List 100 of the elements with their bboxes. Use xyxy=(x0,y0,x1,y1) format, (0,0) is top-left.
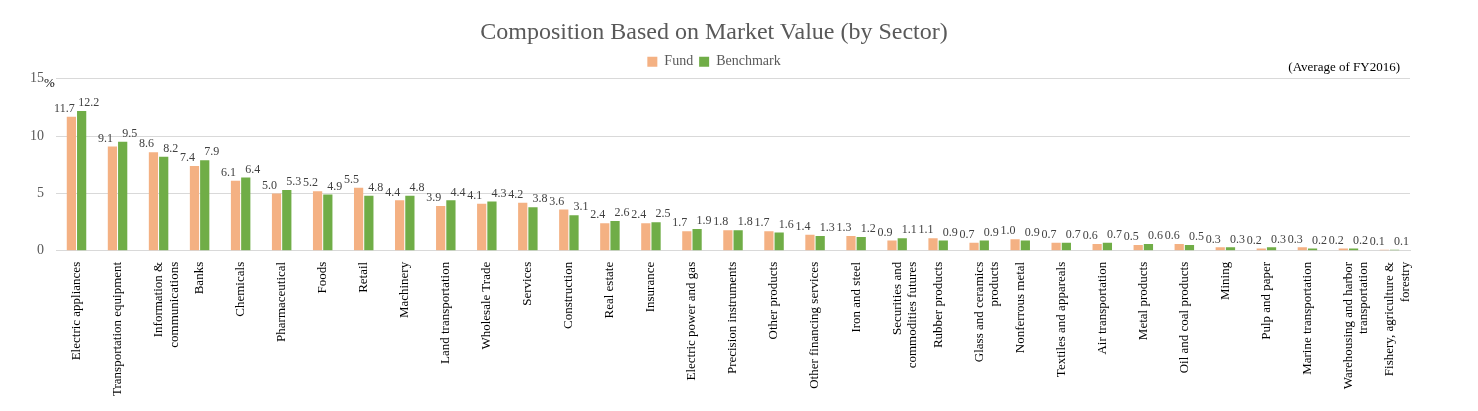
bar xyxy=(1092,243,1102,251)
bar xyxy=(569,215,579,251)
data-label: 0.5 xyxy=(1188,229,1204,244)
bar xyxy=(159,156,169,251)
chart-subtitle: (Average of FY2016) xyxy=(1288,59,1400,75)
data-label: 7.9 xyxy=(204,144,220,159)
x-tick-label: Banks xyxy=(191,261,207,295)
bar xyxy=(66,116,76,251)
bar xyxy=(897,238,907,251)
bar xyxy=(1297,247,1307,251)
data-label: 0.2 xyxy=(1328,232,1344,247)
x-tick-label: Insurance xyxy=(642,261,658,313)
bar xyxy=(610,220,620,251)
x-tick-label: Securities and commodities futures xyxy=(888,261,920,369)
bar xyxy=(1020,240,1030,251)
data-label: 9.1 xyxy=(97,130,113,145)
bar xyxy=(528,207,538,251)
x-tick-label: Precision instruments xyxy=(724,261,740,375)
data-label: 9.5 xyxy=(122,126,138,141)
data-label: 0.6 xyxy=(1147,228,1163,243)
data-label: 7.4 xyxy=(179,150,195,165)
x-tick-label: Electric appliances xyxy=(67,261,83,361)
x-tick-label: Wholesale Trade xyxy=(478,261,494,350)
data-label: 0.7 xyxy=(959,226,975,241)
data-label: 0.5 xyxy=(1123,229,1139,244)
bar xyxy=(477,203,487,251)
data-label: 0.7 xyxy=(1065,226,1081,241)
bar xyxy=(815,235,825,251)
data-label: 8.2 xyxy=(163,140,179,155)
x-tick-label: Nonferrous metal xyxy=(1011,261,1027,354)
data-label: 4.9 xyxy=(327,178,343,193)
bar xyxy=(107,146,118,251)
data-label: 4.8 xyxy=(409,179,425,194)
data-label: 1.3 xyxy=(836,220,852,235)
bar xyxy=(282,190,292,251)
data-label: 4.4 xyxy=(450,184,466,199)
data-label: 0.9 xyxy=(877,224,893,239)
bar xyxy=(436,206,446,251)
data-label: 0.3 xyxy=(1271,231,1287,246)
data-label: 0.2 xyxy=(1246,232,1262,247)
data-label: 1.2 xyxy=(860,221,876,236)
data-label: 1.3 xyxy=(819,220,835,235)
x-tick-label: Rubber products xyxy=(929,261,945,349)
bar xyxy=(723,230,733,251)
data-label: 0.6 xyxy=(1164,228,1180,243)
x-tick-label: Iron and steel xyxy=(847,261,863,333)
bar xyxy=(938,240,948,251)
bar xyxy=(764,231,774,251)
data-label: 0.9 xyxy=(1024,224,1040,239)
data-label: 5.0 xyxy=(262,177,278,192)
data-label: 0.7 xyxy=(1106,226,1122,241)
x-tick-label: Metal products xyxy=(1134,261,1150,341)
bar xyxy=(928,238,938,251)
bar xyxy=(682,231,692,251)
bar xyxy=(1133,245,1143,251)
bar xyxy=(230,180,241,251)
data-label: 1.8 xyxy=(737,214,753,229)
bar xyxy=(364,195,374,251)
data-label: 0.3 xyxy=(1205,231,1221,246)
data-label: 2.6 xyxy=(614,205,630,220)
legend-label: Benchmark xyxy=(716,53,781,69)
x-tick-label: Transportation equipment xyxy=(108,261,124,396)
bar xyxy=(856,237,866,251)
data-label: 2.5 xyxy=(655,206,671,221)
bar xyxy=(1061,242,1071,251)
data-label: 4.2 xyxy=(508,186,524,201)
bar xyxy=(323,194,333,251)
data-label: 0.1 xyxy=(1394,233,1410,248)
bar xyxy=(1143,243,1154,251)
bar xyxy=(1051,242,1061,251)
data-label: 1.4 xyxy=(795,218,811,233)
bar xyxy=(600,223,610,251)
bar xyxy=(651,222,661,251)
bar xyxy=(774,232,784,251)
data-label: 1.9 xyxy=(696,213,712,228)
data-label: 3.1 xyxy=(573,199,589,214)
bar xyxy=(1225,247,1236,251)
y-tick-label: 10 xyxy=(30,127,44,143)
bar xyxy=(846,235,856,251)
x-tick-label: Foods xyxy=(314,261,330,294)
data-label: 2.4 xyxy=(631,207,647,222)
legend-label: Fund xyxy=(664,53,694,69)
bar xyxy=(395,200,405,251)
data-label: 5.5 xyxy=(344,171,360,186)
data-label: 1.1 xyxy=(918,222,934,237)
bar xyxy=(312,191,323,251)
bar xyxy=(692,229,702,251)
x-tick-label: Information & communications xyxy=(150,261,181,348)
bar xyxy=(200,160,210,251)
bar xyxy=(969,242,979,251)
data-label: 3.6 xyxy=(549,193,565,208)
bar xyxy=(1266,247,1277,251)
data-label: 0.2 xyxy=(1312,232,1328,247)
x-tick-label: Warehousing and harbor transportation xyxy=(1339,261,1371,390)
bar xyxy=(559,209,569,251)
data-label: 1.0 xyxy=(1000,223,1016,238)
data-label: 1.7 xyxy=(672,215,688,230)
x-tick-label: Pharmaceutical xyxy=(273,261,289,342)
data-label: 2.4 xyxy=(590,207,606,222)
x-tick-label: Pulp and paper xyxy=(1257,261,1273,340)
